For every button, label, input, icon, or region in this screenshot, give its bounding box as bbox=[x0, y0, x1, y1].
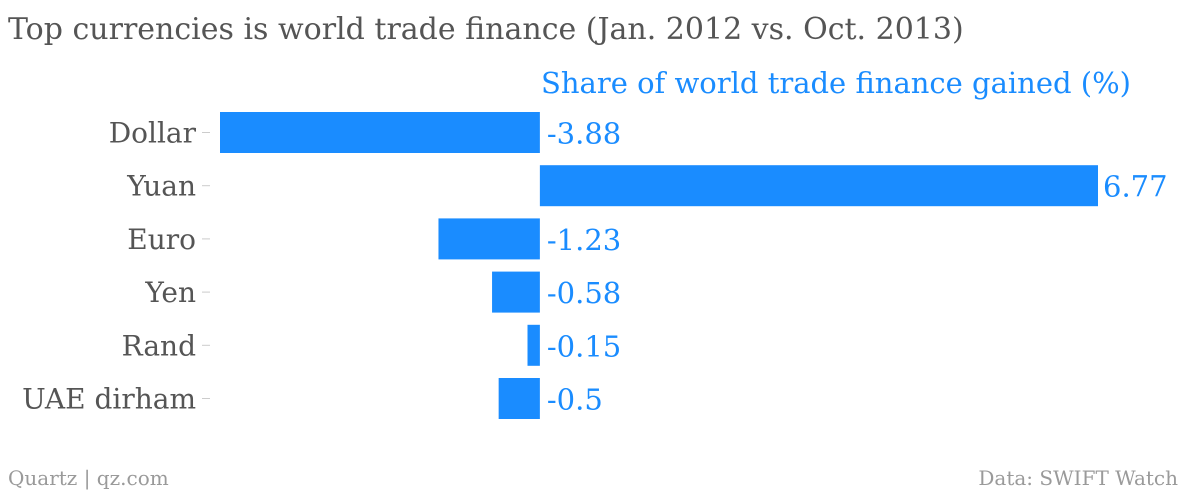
chart-title: Top currencies is world trade finance (J… bbox=[8, 12, 964, 47]
bar bbox=[527, 324, 540, 366]
category-label: Euro bbox=[127, 223, 196, 256]
value-label: -1.23 bbox=[547, 223, 621, 257]
bar bbox=[492, 271, 540, 313]
source-credit: Quartz | qz.com bbox=[8, 466, 169, 490]
category-label: UAE dirham bbox=[22, 383, 196, 416]
value-label: -3.88 bbox=[547, 117, 621, 151]
chart-marks: Dollar -3.88 Yuan 6.77 Euro -1.23 Yen -0.58 Rand… bbox=[22, 112, 1168, 419]
value-label: 6.77 bbox=[1103, 170, 1168, 204]
series-legend-label: Share of world trade finance gained (%) bbox=[541, 66, 1131, 100]
value-label: -0.58 bbox=[547, 276, 621, 310]
data-credit: Data: SWIFT Watch bbox=[978, 466, 1178, 490]
category-label: Yuan bbox=[126, 170, 196, 203]
value-label: -0.15 bbox=[547, 329, 621, 363]
category-label: Rand bbox=[122, 329, 196, 362]
category-label: Yen bbox=[144, 276, 196, 309]
category-label: Dollar bbox=[109, 117, 197, 150]
bar bbox=[498, 378, 540, 419]
bar bbox=[438, 218, 540, 260]
bar bbox=[220, 112, 540, 153]
value-label: -0.5 bbox=[547, 383, 603, 417]
bar bbox=[539, 165, 1098, 207]
